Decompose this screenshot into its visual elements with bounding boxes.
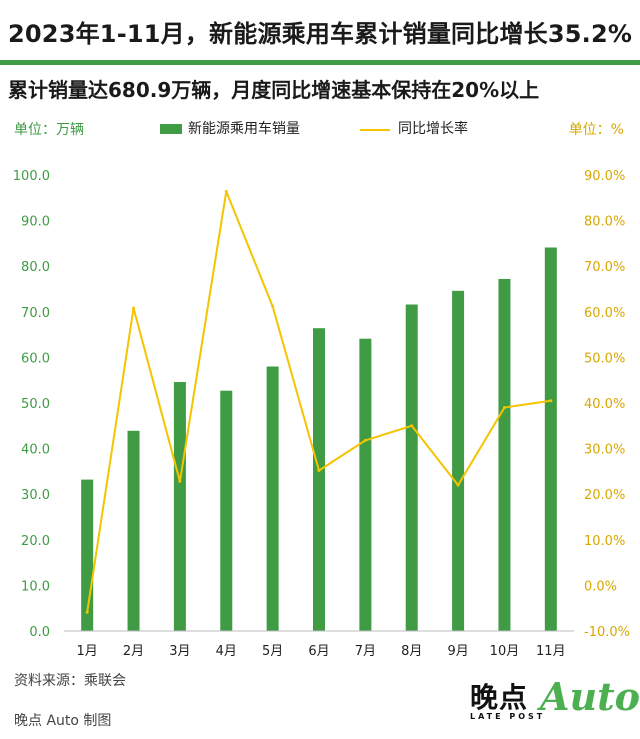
left-axis-tick-label: 90.0 [21, 215, 50, 230]
x-axis-tick-label: 3月 [169, 644, 190, 659]
chart-subtitle: 累计销量达680.9万辆，月度同比增速基本保持在20%以上 [8, 78, 540, 102]
auto-logo: Auto [540, 674, 640, 719]
left-axis-tick-label: 10.0 [21, 579, 50, 594]
legend-bar-label: 新能源乘用车销量 [188, 121, 300, 137]
left-axis-tick-label: 100.0 [13, 169, 50, 184]
left-axis-tick-label: 20.0 [21, 534, 50, 549]
bar [452, 290, 465, 631]
latepost-logo-subtext: LATE POST [470, 712, 546, 721]
right-axis-tick-label: 40.0% [584, 397, 625, 412]
growth-rate-point [502, 406, 506, 410]
growth-rate-point [85, 610, 89, 614]
left-axis-tick-label: 0.0 [29, 625, 50, 640]
right-axis-tick-label: 20.0% [584, 488, 625, 503]
x-axis-tick-label: 8月 [401, 644, 422, 659]
right-axis-tick-label: 80.0% [584, 215, 625, 230]
bar [405, 304, 418, 631]
x-axis-tick-label: 7月 [355, 644, 376, 659]
x-axis-tick-label: 10月 [490, 644, 520, 659]
bar [127, 430, 140, 631]
latepost-logo: 晚点 [470, 681, 529, 714]
right-axis-tick-label: 60.0% [584, 306, 625, 321]
growth-rate-point [224, 189, 228, 193]
bar [359, 338, 372, 631]
legend-line-swatch [360, 129, 390, 131]
x-axis-tick-label: 1月 [77, 644, 98, 659]
chart-credit: 晚点 Auto 制图 [14, 713, 112, 729]
bar [313, 328, 325, 631]
chart-title: 2023年1-11月，新能源乘用车累计销量同比增长35.2% [8, 20, 633, 48]
growth-rate-point [549, 399, 553, 403]
left-axis-tick-label: 80.0 [21, 260, 50, 275]
growth-rate-point [132, 306, 136, 310]
right-axis-unit: 单位：% [568, 122, 624, 138]
left-axis-unit: 单位：万辆 [14, 122, 84, 138]
x-axis-tick-label: 6月 [308, 644, 329, 659]
right-axis-tick-label: -10.0% [584, 625, 630, 640]
title-divider [0, 60, 640, 65]
right-axis-tick-label: 70.0% [584, 260, 625, 275]
left-axis-tick-label: 40.0 [21, 443, 50, 458]
growth-rate-point [410, 424, 414, 428]
growth-rate-point [456, 483, 460, 487]
right-axis-tick-label: 50.0% [584, 351, 625, 366]
left-axis-tick-label: 50.0 [21, 397, 50, 412]
left-axis-tick-label: 70.0 [21, 306, 50, 321]
x-axis-tick-label: 4月 [216, 644, 237, 659]
legend-bar-swatch [160, 124, 182, 134]
growth-rate-point [317, 468, 321, 472]
right-axis-tick-label: 90.0% [584, 169, 625, 184]
bar [544, 247, 557, 631]
x-axis-tick-label: 5月 [262, 644, 283, 659]
legend-line-label: 同比增长率 [398, 121, 468, 137]
left-axis-tick-label: 60.0 [21, 351, 50, 366]
growth-rate-point [363, 438, 367, 442]
bar [266, 366, 279, 631]
bar [498, 278, 511, 631]
x-axis-tick-label: 9月 [447, 644, 468, 659]
right-axis-tick-label: 30.0% [584, 443, 625, 458]
x-axis-tick-label: 11月 [536, 644, 566, 659]
left-axis-tick-label: 30.0 [21, 488, 50, 503]
right-axis-tick-label: 0.0% [584, 579, 617, 594]
bar [220, 390, 233, 631]
growth-rate-point [178, 479, 182, 483]
growth-rate-point [271, 304, 275, 308]
x-axis-tick-label: 2月 [123, 644, 144, 659]
bar [173, 382, 186, 631]
right-axis-tick-label: 10.0% [584, 534, 625, 549]
data-source: 资料来源：乘联会 [14, 673, 126, 689]
